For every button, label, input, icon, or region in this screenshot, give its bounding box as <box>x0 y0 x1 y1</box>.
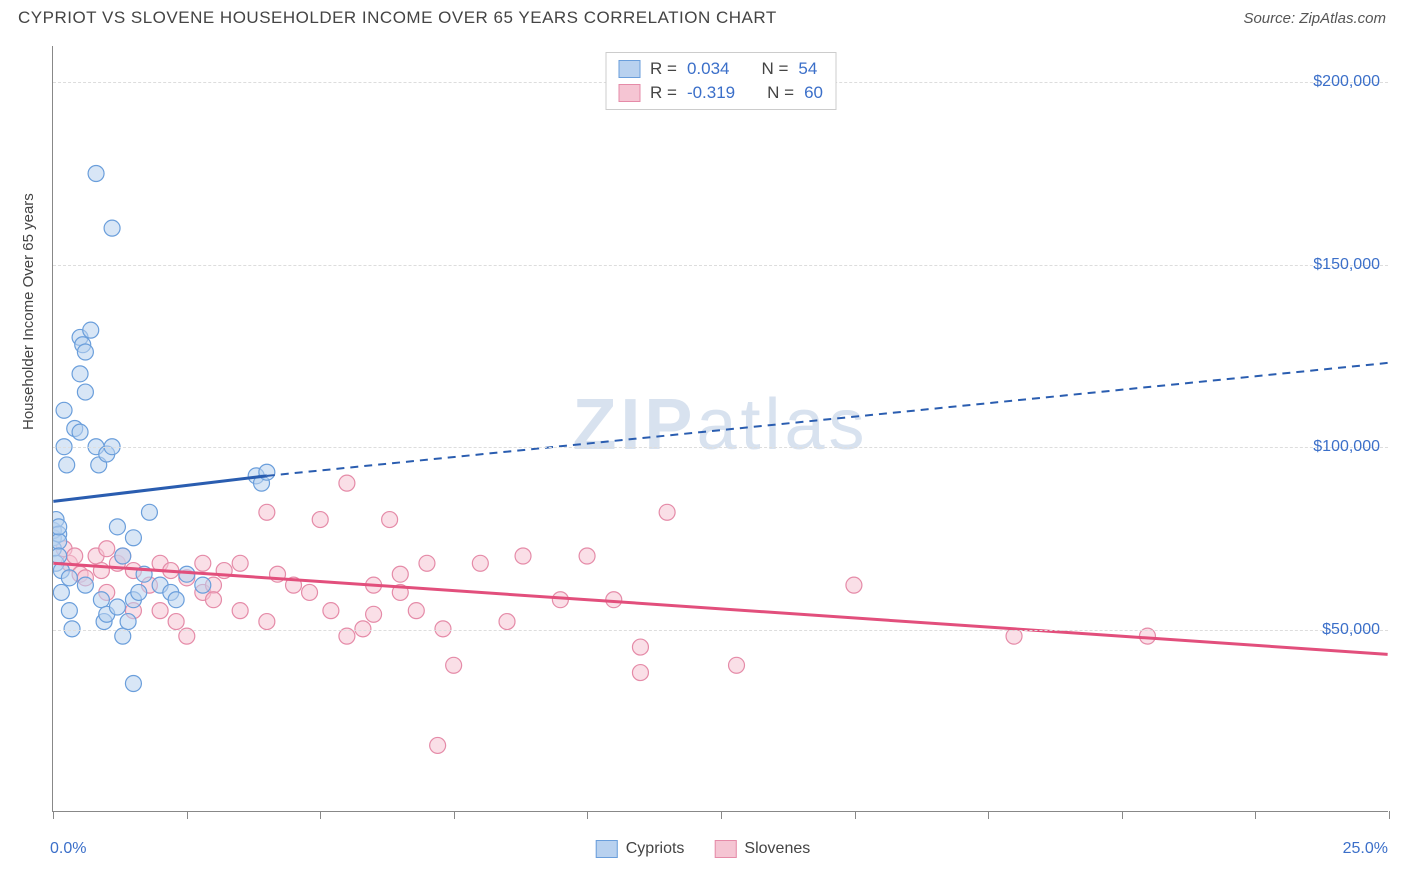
legend-item-cypriots: Cypriots <box>596 840 685 858</box>
correlation-row-cypriots: R = 0.034 N = 54 <box>618 57 823 81</box>
chart-source: Source: ZipAtlas.com <box>1243 10 1386 27</box>
y-tick-label: $200,000 <box>1313 73 1380 91</box>
correlation-legend: R = 0.034 N = 54 R = -0.319 N = 60 <box>605 52 836 110</box>
swatch-slovenes-icon <box>618 84 640 102</box>
y-tick-label: $100,000 <box>1313 438 1380 456</box>
n-value-slovenes: 60 <box>804 83 823 103</box>
swatch-slovenes-icon <box>714 840 736 858</box>
n-value-cypriots: 54 <box>798 59 817 79</box>
chart-header: CYPRIOT VS SLOVENE HOUSEHOLDER INCOME OV… <box>0 0 1406 36</box>
swatch-cypriots-icon <box>596 840 618 858</box>
r-value-slovenes: -0.319 <box>687 83 735 103</box>
scatter-svg <box>53 46 1388 811</box>
correlation-row-slovenes: R = -0.319 N = 60 <box>618 81 823 105</box>
legend-item-slovenes: Slovenes <box>714 840 810 858</box>
y-tick-label: $50,000 <box>1322 621 1380 639</box>
x-axis-min-label: 0.0% <box>50 840 86 858</box>
legend-label-cypriots: Cypriots <box>626 840 685 858</box>
r-value-cypriots: 0.034 <box>687 59 730 79</box>
chart-title: CYPRIOT VS SLOVENE HOUSEHOLDER INCOME OV… <box>18 8 777 28</box>
swatch-cypriots-icon <box>618 60 640 78</box>
y-axis-title: Householder Income Over 65 years <box>20 193 37 430</box>
y-tick-label: $150,000 <box>1313 256 1380 274</box>
series-legend: Cypriots Slovenes <box>596 840 811 858</box>
x-axis-max-label: 25.0% <box>1343 840 1388 858</box>
chart-plot-area: ZIPatlas R = 0.034 N = 54 R = -0.319 N =… <box>52 46 1388 812</box>
legend-label-slovenes: Slovenes <box>744 840 810 858</box>
